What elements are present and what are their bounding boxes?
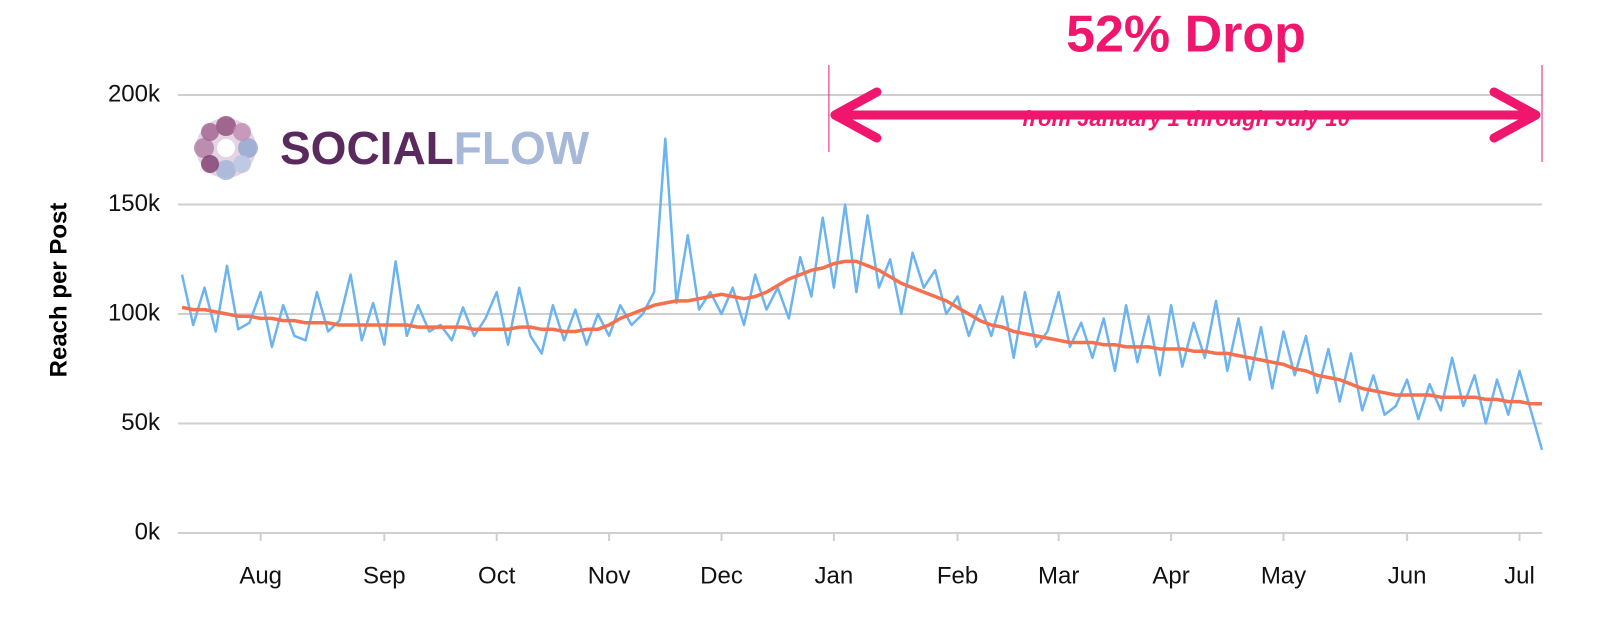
- arrow-head: [830, 87, 882, 143]
- data-line: [181, 259, 1542, 406]
- x-tick-label: Feb: [937, 562, 978, 589]
- x-tick-label: May: [1261, 562, 1306, 589]
- x-tick-label: Sep: [363, 562, 406, 589]
- logo: SOCIALFLOW: [194, 116, 590, 180]
- x-tick-label: Mar: [1038, 562, 1079, 589]
- logo-part: SOCIAL: [280, 122, 454, 174]
- y-tick-label: 200k: [108, 80, 161, 107]
- y-tick-label: 100k: [108, 299, 161, 326]
- x-tick-label: Oct: [478, 562, 516, 589]
- x-tick-label: Jan: [815, 562, 854, 589]
- y-tick-label: 0k: [135, 518, 161, 545]
- logo-text: SOCIALFLOW: [280, 122, 590, 174]
- x-tick-label: Apr: [1152, 562, 1189, 589]
- x-tick-label: Dec: [700, 562, 743, 589]
- data-line: [180, 137, 1544, 451]
- y-tick-label: 150k: [108, 190, 161, 217]
- arrow-head: [1489, 87, 1541, 143]
- x-tick-label: Nov: [588, 562, 631, 589]
- y-axis-label: Reach per Post: [45, 203, 72, 378]
- logo-part: FLOW: [454, 122, 590, 174]
- chart-title: 52% Drop: [1066, 6, 1306, 64]
- x-tick-label: Jul: [1504, 562, 1535, 589]
- logo-icon: [194, 116, 258, 180]
- y-tick-label: 50k: [121, 409, 161, 436]
- x-tick-label: Jun: [1388, 562, 1427, 589]
- x-tick-label: Aug: [239, 562, 282, 589]
